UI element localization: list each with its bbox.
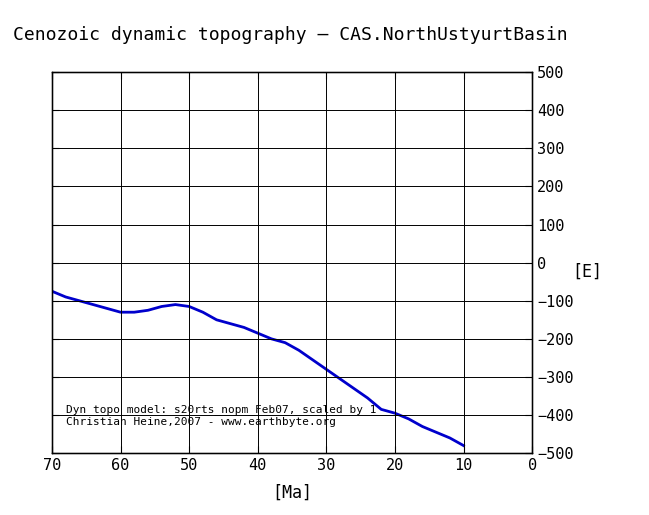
- Text: Cenozoic dynamic topography – CAS.NorthUstyurtBasin: Cenozoic dynamic topography – CAS.NorthU…: [13, 26, 568, 44]
- Text: Dyn topo model: s20rts_nopm_Feb07, scaled by 1
Christian Heine,2007 - www.earthb: Dyn topo model: s20rts_nopm_Feb07, scale…: [66, 404, 377, 426]
- X-axis label: [Ma]: [Ma]: [272, 484, 312, 502]
- Y-axis label: [E]: [E]: [572, 263, 602, 281]
